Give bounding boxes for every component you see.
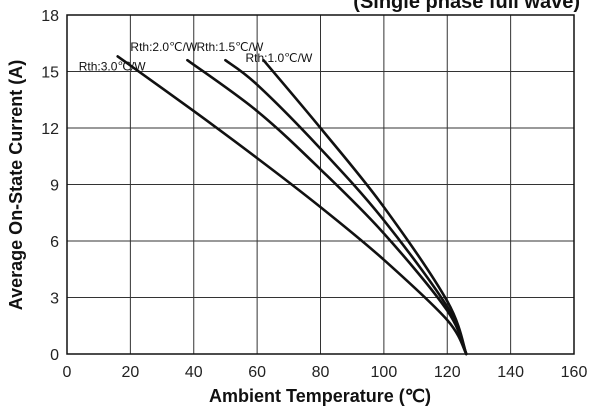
y-tick-label: 6	[50, 234, 59, 251]
x-tick-label: 0	[63, 364, 72, 381]
y-tick-label: 12	[41, 121, 59, 138]
y-tick-label: 9	[50, 178, 59, 195]
x-tick-label: 40	[185, 364, 203, 381]
series-line	[224, 58, 468, 356]
y-tick-label: 3	[50, 291, 59, 308]
y-tick-label: 15	[41, 65, 59, 82]
series-lines	[116, 55, 468, 356]
series-line	[186, 58, 468, 356]
series-label: Rth:3.0℃/W	[79, 59, 147, 73]
y-axis-title: Average On-State Current (A)	[6, 60, 26, 310]
x-axis-title: Ambient Temperature (℃)	[209, 386, 431, 406]
plot-frame	[66, 14, 575, 355]
tick-labels: 0 20 40 60 80 100 120 140 160 0 3 6 9 12 15 18	[41, 8, 587, 381]
x-tick-label: 140	[497, 364, 524, 381]
x-tick-label: 100	[371, 364, 398, 381]
series-line	[116, 55, 468, 356]
series-label: Rth:1.0℃/W	[245, 51, 313, 65]
x-tick-label: 60	[248, 364, 266, 381]
series-label: Rth:2.0℃/W	[130, 40, 198, 54]
x-tick-label: 20	[121, 364, 139, 381]
y-tick-label: 18	[41, 8, 59, 25]
x-tick-label: 120	[434, 364, 461, 381]
grid	[67, 15, 574, 354]
x-tick-label: 80	[312, 364, 330, 381]
x-tick-label: 160	[561, 364, 588, 381]
y-tick-label: 0	[50, 347, 59, 364]
series-label: Rth:1.5℃/W	[196, 40, 264, 54]
chart-title: (Single phase full wave)	[353, 0, 580, 13]
series-line	[262, 58, 468, 356]
